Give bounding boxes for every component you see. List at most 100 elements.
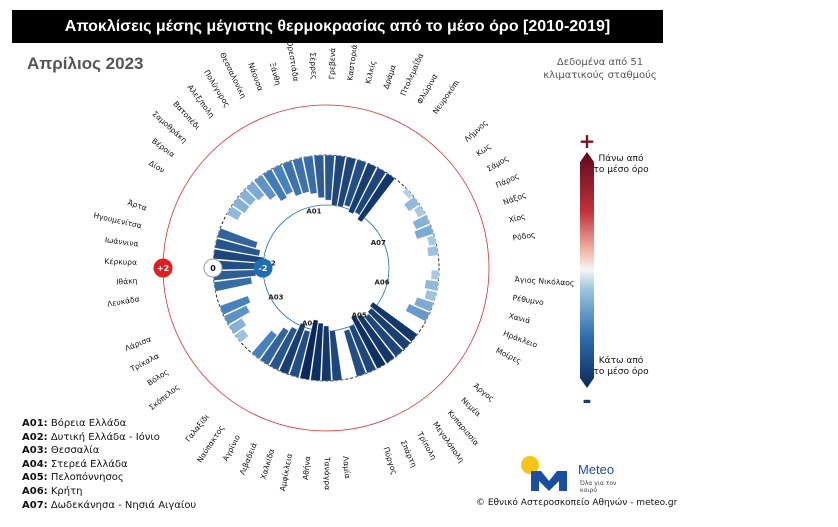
bar-Βόλος [228,317,247,335]
scale-top-label: Πάνω από το μέσο όρο [593,154,649,175]
station-label: Λάρισα [124,334,153,353]
station-label: Τρίπολη [415,429,438,461]
bar-Νευροκόπι [357,172,396,223]
bar-Κιλκίς [337,156,357,208]
bar-Νεμέα [367,307,411,351]
group-code-label: A07 [371,239,386,247]
logo-name: Meteo [578,462,615,477]
bar-Μεγαλόπολη [356,313,395,364]
bar-Σάμος [413,205,426,218]
bar-Άρτα [217,227,258,249]
scale-plus-sign: + [579,129,596,153]
bar-Αθήνα [310,322,324,382]
station-label: Λήμνος [463,118,490,144]
bar-Δράμα [343,159,367,208]
bar-Άγιος Νικόλαος [430,270,440,281]
station-label: Σάμος [485,154,510,174]
station-label: Λαμία [341,456,352,479]
bar-Σκόπελος [234,328,249,343]
legend-item: A01: Βόρεια Ελλάδα [22,418,127,429]
tick-badge-plus-2: +2 [157,264,169,273]
station-label: Γρεβενά [327,48,337,80]
group-code-label: A03 [268,293,283,301]
bar-Βέροια [231,197,250,214]
tick-badge-minus-2-circle [253,258,273,278]
station-label: Νάξος [502,190,528,207]
group-code-label: A05 [352,312,367,320]
station-label: Κιλκίς [364,60,378,85]
bar-Ρόδος [426,245,439,257]
bar-Ηράκλειο [413,297,434,312]
bar-Πτολεμαΐδα [348,162,377,215]
bar-Νάουσα [282,160,303,197]
tick-badge-zero-circle [203,258,223,278]
bar-Αγρίνιο [269,326,298,371]
station-label: Πύργος [381,446,399,476]
bar-Γαλαξίδι [251,330,278,360]
station-label: Ρέθυμνο [512,293,545,307]
station-label: Ιθάκη [116,276,138,286]
sun-icon [521,456,539,474]
station-label: Τανάγρα [323,456,332,490]
meteo-logo [521,456,567,491]
bar-Λευκάδα [213,277,253,292]
region-legend: A01: Βόρεια Ελλάδα A02: Δυτική Ελλάδα - … [22,417,196,512]
station-label: Άρτα [127,198,148,213]
station-label: Χίος [508,212,527,225]
station-label: Άργος [472,381,496,403]
bar-Σπάρτη [348,324,377,374]
station-label: Κως [475,142,493,159]
station-label: Ηγουμενίτσα [93,211,143,231]
station-label: Σκόπελος [147,382,181,412]
station-label: Κέρκυρα [104,257,137,267]
legend-item: A05: Πελοπόννησος [22,472,124,484]
bar-Άργος [369,301,418,343]
station-label: Αγρίνιο [221,433,242,463]
station-label: Λευκάδα [106,294,140,308]
legend-item: A07: Δωδεκάνησα - Νησιά Αιγαίου [22,499,197,511]
bar-Χανιά [424,289,437,302]
bar-Ξάνθη [292,157,310,194]
tick-badge-zero: 0 [210,264,216,273]
station-label: Πάρος [494,171,520,190]
bar-Θεσσαλονίκη [272,164,294,196]
logo-tagline: Όλα για τον καιρό [580,480,617,494]
station-label: Δίον [147,158,166,174]
station-label: Αμφίκλεια [278,453,294,492]
station-label: Χανιά [508,311,532,325]
bar-Λαμία [329,330,343,381]
station-label: Ιωάννινα [104,235,139,248]
station-label: Λιβαδειά [238,441,259,476]
bar-Σέρρες [313,154,325,199]
legend-item: A04: Στερεά Ελλάδα [22,458,128,470]
bar-Τρίκαλα [223,305,251,325]
bar-Δίον [226,205,243,221]
bar-Βατοπέδι [245,181,265,201]
bar-Λιβαδειά [278,322,306,375]
copyright: © Εθνικό Αστεροσκοπείο Αθηνών - meteo.gr [476,498,678,508]
legend-item: A06: Κρήτη [22,485,83,497]
legend-item: A02: Δυτική Ελλάδα - Ιόνιο [22,431,160,443]
bar-Νάξος [414,224,434,240]
station-label: Ρόδος [512,230,536,242]
bar-Γρεβενά [324,154,335,201]
station-label: Χαλκίδα [259,448,277,481]
station-label: Φλώρινα [415,72,439,106]
bar-Σαμοθράκη [238,188,257,206]
station-label: Καστοριά [345,44,359,81]
tick-badge-plus-2-circle [153,258,173,278]
group-code-label: A06 [375,279,390,287]
station-label: Βόλος [146,367,171,387]
scale-bottom-label: Κάτω από το μέσο όρο [593,356,649,377]
bar-Φλώρινα [354,167,387,215]
station-label: Αθήνα [301,456,312,481]
bar-Κως [403,196,420,212]
bar-Τρίπολη [350,314,386,369]
bar-Ηγουμενίτσα [214,238,261,257]
station-label: Ηράκλειο [502,329,539,350]
station-label: Σέρρες [308,52,319,80]
chart-title: Αποκλίσεις μέσης μέγιστης θερμοκρασίας α… [12,10,663,43]
station-label: Νεμέα [459,396,482,419]
bar-Ναύπακτος [260,327,289,366]
